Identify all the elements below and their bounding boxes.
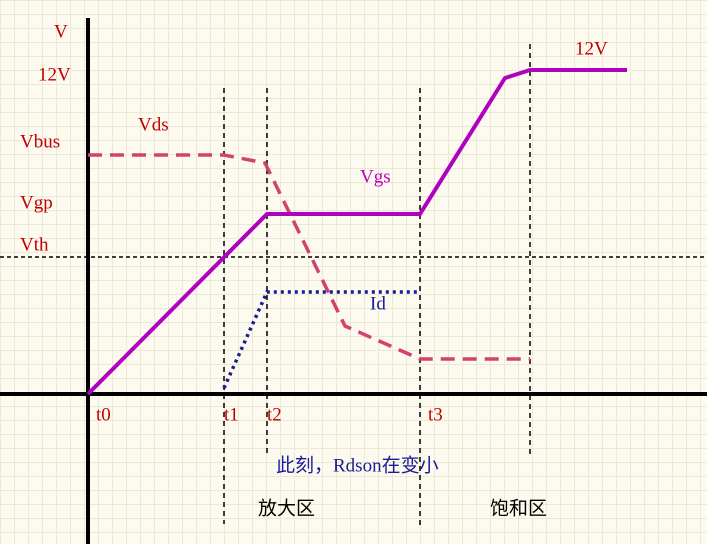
label: V [54, 21, 68, 42]
label: Vgp [20, 192, 53, 213]
id-curve [222, 290, 420, 389]
time-label: t1 [224, 404, 239, 425]
label: Vgs [360, 166, 391, 187]
label: Vth [20, 234, 49, 255]
region-label: 放大区 [258, 497, 315, 519]
label: Id [370, 293, 386, 314]
label: 12V [575, 38, 608, 59]
time-label: t2 [267, 404, 282, 425]
label: 12V [38, 64, 71, 85]
label: Vbus [20, 131, 60, 152]
vds-curve [88, 153, 530, 361]
time-label: t0 [96, 404, 111, 425]
vgs-curve [86, 68, 627, 396]
note: 此刻，Rdson在变小 [276, 454, 439, 476]
region-label: 饱和区 [490, 497, 547, 519]
label: Vds [138, 114, 169, 135]
time-label: t3 [428, 404, 443, 425]
